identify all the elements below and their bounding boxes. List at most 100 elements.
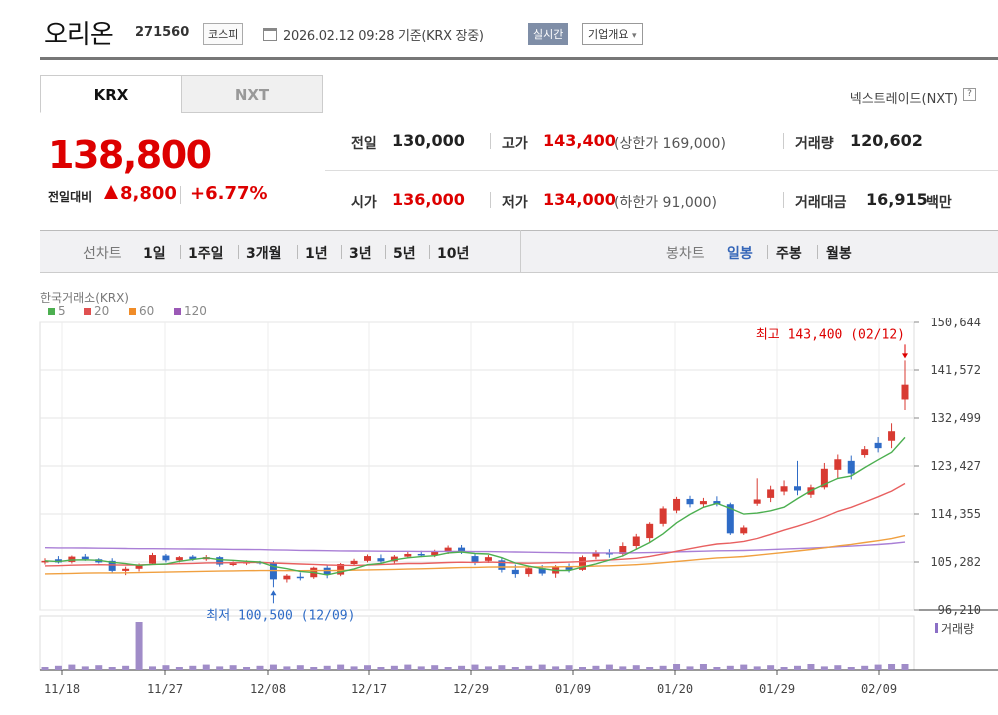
x-tick-label: 11/27	[147, 682, 183, 696]
candle-period-option[interactable]: 일봉	[727, 246, 753, 262]
candle-body	[296, 576, 304, 579]
period-option[interactable]: 5년	[393, 246, 416, 262]
volume-bar	[189, 665, 197, 670]
candle-body	[216, 557, 224, 565]
period-option[interactable]: 3년	[349, 246, 372, 262]
price-chart[interactable]: 150,644 141,572 132,499 123,427 114,355 105,2…	[0, 318, 998, 715]
candle-body	[673, 498, 681, 511]
ma-line-20	[44, 482, 906, 567]
candle-period-option[interactable]: 월봉	[826, 246, 852, 262]
x-tick-label: 01/20	[657, 682, 693, 696]
trade-value-unit: 백만	[926, 195, 952, 211]
volume-legend-swatch	[935, 623, 938, 633]
candle-body	[579, 557, 586, 570]
volume-bar	[592, 665, 600, 670]
volume-bar	[861, 665, 869, 670]
candle-body	[390, 556, 398, 562]
volume-bar	[41, 667, 49, 670]
trade-value: 16,915	[866, 190, 928, 209]
ma-line-5	[44, 436, 906, 576]
volume-value: 120,602	[850, 131, 923, 150]
candle-body	[794, 486, 801, 491]
candle-body	[498, 560, 506, 570]
volume-bar	[726, 665, 734, 670]
legend-swatch	[174, 308, 181, 315]
realtime-badge[interactable]: 실시간	[528, 23, 569, 45]
candle-body	[847, 460, 855, 474]
volume-bar	[404, 664, 412, 670]
period-separator	[341, 245, 342, 259]
volume-bar	[431, 665, 439, 670]
period-bar	[40, 230, 998, 273]
candle-body	[189, 556, 197, 560]
y-tick-label: 123,427	[930, 459, 981, 473]
candle-body	[364, 556, 371, 561]
candle-body	[54, 559, 62, 563]
volume-bar	[377, 667, 385, 670]
candle-body	[444, 547, 452, 552]
volume-bar	[256, 665, 264, 670]
volume-bar	[95, 665, 103, 670]
ma-line-120	[44, 541, 906, 554]
volume-panel	[39, 615, 915, 671]
volume-bar	[337, 664, 345, 670]
volume-bar	[874, 664, 882, 670]
candle-body	[135, 565, 143, 569]
help-icon[interactable]: ?	[963, 88, 976, 101]
open-value: 136,000	[392, 190, 465, 209]
candle-body	[471, 556, 479, 562]
volume-bar	[565, 665, 573, 670]
lower-limit: (하한가 91,000)	[614, 195, 718, 211]
period-option[interactable]: 1주일	[188, 246, 224, 262]
volume-bar	[364, 665, 371, 670]
low-arrow-head	[270, 590, 277, 596]
volume-bar	[673, 664, 681, 670]
period-option[interactable]: 3개월	[246, 246, 282, 262]
tab-krx[interactable]: KRX	[40, 75, 182, 113]
volume-bar	[310, 667, 318, 670]
low-label: 저가	[502, 195, 528, 211]
company-name: 오리온	[44, 20, 114, 50]
change-value: 8,800	[120, 183, 177, 204]
volume-bar	[767, 665, 775, 670]
volume-bar	[135, 622, 143, 670]
volume-bar	[794, 665, 801, 670]
period-separator	[767, 245, 768, 259]
candle-body	[834, 459, 842, 470]
x-tick-label: 01/29	[759, 682, 795, 696]
candle-body	[458, 547, 466, 552]
volume-label: 거래량	[795, 136, 834, 152]
timestamp: 2026.02.12 09:28 기준(KRX 장중)	[283, 29, 484, 44]
tab-nxt[interactable]: NXT	[181, 75, 323, 113]
period-separator	[817, 245, 818, 259]
trade-value-label: 거래대금	[795, 195, 847, 211]
candle-body	[511, 569, 519, 575]
volume-bar	[888, 664, 896, 670]
candle-body	[565, 566, 573, 570]
candle-body	[820, 468, 828, 488]
legend-swatch	[84, 308, 91, 315]
company-overview-button[interactable]: 기업개요 ▾	[582, 23, 643, 45]
volume-bar	[444, 667, 452, 670]
candle-period-option[interactable]: 주봉	[776, 246, 802, 262]
volume-bar	[243, 667, 251, 670]
period-option[interactable]: 10년	[437, 246, 470, 262]
period-bar-divider	[520, 230, 521, 273]
volume-bar	[713, 667, 721, 670]
volume-bar	[646, 667, 654, 670]
nextrade-link[interactable]: 넥스트레이드(NXT)	[849, 92, 958, 107]
volume-bar	[296, 665, 304, 670]
header-divider	[40, 57, 998, 60]
period-option[interactable]: 1일	[143, 246, 166, 262]
change-divider	[180, 186, 181, 204]
period-option[interactable]: 1년	[305, 246, 328, 262]
y-tick-label: 141,572	[930, 363, 981, 377]
current-price: 138,800	[48, 133, 212, 177]
volume-bar	[740, 664, 748, 670]
volume-legend-label: 거래량	[941, 622, 974, 636]
y-tick-label: 96,210	[938, 603, 981, 617]
volume-bar	[498, 665, 506, 670]
y-tick-label: 114,355	[930, 507, 981, 521]
candle-body	[81, 556, 89, 560]
candle-body	[229, 563, 237, 565]
